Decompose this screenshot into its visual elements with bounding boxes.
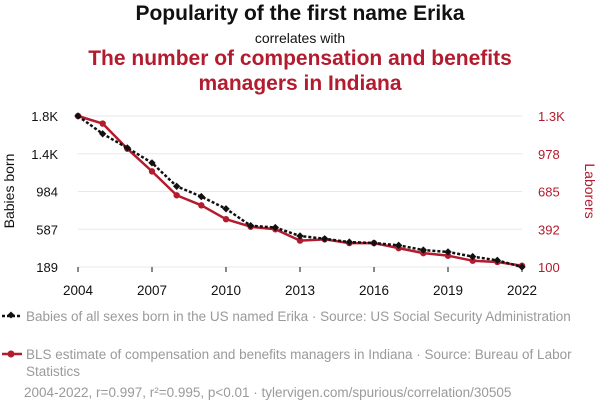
y-tick-left: 587: [36, 222, 58, 237]
legend-label-series2: BLS estimate of compensation and benefit…: [26, 347, 572, 379]
data-point-laborers: [173, 192, 180, 199]
y-tick-right: 1.3K: [538, 109, 565, 124]
data-point-babies: [246, 221, 255, 230]
x-tick-label: 2013: [285, 283, 315, 298]
data-point-babies: [370, 239, 378, 247]
legend-marker-series2: [0, 346, 26, 363]
data-point-laborers: [99, 120, 106, 127]
legend-label-series1: Babies of all sexes born in the US named…: [26, 309, 571, 324]
data-point-laborers: [444, 252, 452, 259]
y-tick-right: 392: [538, 222, 560, 237]
data-point-babies: [419, 246, 428, 254]
x-tick-label: 2007: [137, 283, 167, 298]
y-tick-right: 100: [538, 260, 560, 275]
chart-subtitle: correlates with: [254, 30, 346, 46]
data-point-babies: [320, 235, 329, 243]
data-point-babies: [518, 263, 526, 271]
data-point-babies: [296, 232, 304, 240]
y-tick-left: 1.4K: [31, 147, 58, 162]
y-tick-left: 1.8K: [31, 109, 58, 124]
data-point-laborers: [198, 202, 205, 209]
data-point-babies: [123, 144, 132, 152]
data-point-babies: [98, 130, 107, 138]
chart-title: Popularity of the first name Erika: [135, 2, 465, 25]
y-axis-label-left: Babies born: [1, 154, 17, 229]
data-point-babies: [493, 256, 502, 265]
x-tick-label: 2019: [433, 283, 463, 298]
chart-area: 189 100 587 392 984 685 1.4K 978 1.8K 1.3K 2004 200…: [1, 109, 598, 298]
chart-title-secondary: The number of compensation and benefits …: [88, 47, 512, 95]
x-tick-label: 2016: [359, 283, 389, 298]
data-point-laborers: [469, 257, 476, 264]
data-point-laborers: [148, 168, 156, 175]
y-tick-right: 978: [538, 147, 560, 162]
y-tick-left: 984: [36, 185, 58, 200]
data-point-babies: [444, 248, 452, 256]
legend-item-series1: Babies of all sexes born in the US named…: [0, 308, 586, 325]
legend-item-series2: BLS estimate of compensation and benefit…: [0, 346, 586, 380]
legend-marker-series1: [0, 308, 26, 325]
data-point-laborers: [222, 215, 230, 223]
data-point-babies: [172, 182, 181, 190]
y-axis-label-right: Laborers: [582, 163, 598, 218]
y-tick-left: 189: [36, 260, 58, 275]
x-tick-label: 2010: [211, 283, 241, 298]
data-point-laborers: [296, 237, 304, 244]
x-tick-label: 2004: [63, 283, 94, 298]
x-tick-label: 2022: [507, 283, 537, 298]
y-tick-right: 685: [538, 185, 560, 200]
data-point-babies: [74, 112, 82, 120]
data-point-babies: [468, 252, 477, 261]
footer-stats: 2004-2022, r=0.997, r²=0.995, p<0.01 · t…: [24, 385, 512, 400]
